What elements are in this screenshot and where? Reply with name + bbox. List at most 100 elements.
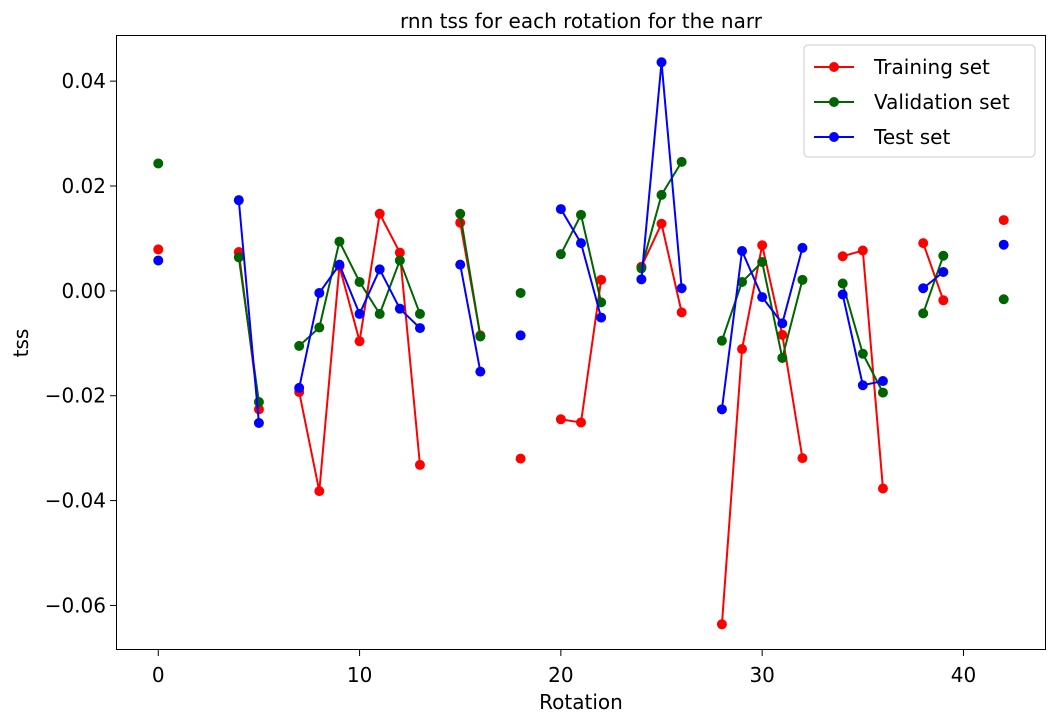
data-point bbox=[153, 158, 164, 169]
data-point bbox=[737, 276, 748, 287]
data-point bbox=[153, 244, 164, 255]
y-tick-label: −0.06 bbox=[45, 593, 106, 617]
data-point bbox=[938, 295, 949, 306]
y-axis-label: tss bbox=[9, 329, 33, 358]
legend-item: Training set bbox=[814, 55, 990, 79]
series-line-segment bbox=[459, 213, 482, 337]
x-tick-label: 20 bbox=[548, 663, 573, 687]
data-point bbox=[716, 619, 727, 630]
data-point bbox=[797, 242, 808, 253]
legend-label: Training set bbox=[873, 55, 990, 79]
data-point bbox=[455, 208, 466, 219]
data-point bbox=[374, 308, 385, 319]
data-point bbox=[777, 352, 788, 363]
data-point bbox=[676, 307, 687, 318]
data-point bbox=[414, 323, 425, 334]
data-point bbox=[998, 215, 1009, 226]
data-point bbox=[857, 380, 868, 391]
data-point bbox=[374, 264, 385, 275]
y-tick-label: 0.02 bbox=[61, 174, 106, 198]
data-point bbox=[877, 387, 888, 398]
legend-box bbox=[803, 44, 1036, 158]
y-tick-label: −0.02 bbox=[45, 384, 106, 408]
data-point bbox=[857, 348, 868, 359]
data-point bbox=[636, 274, 647, 285]
data-point bbox=[475, 366, 486, 377]
data-point bbox=[938, 250, 949, 261]
series-test-set bbox=[153, 57, 1009, 428]
data-point bbox=[998, 294, 1009, 305]
data-point bbox=[797, 453, 808, 464]
legend-label: Validation set bbox=[874, 90, 1010, 114]
data-point bbox=[394, 255, 405, 266]
data-point bbox=[938, 266, 949, 277]
x-axis-label: Rotation bbox=[539, 690, 623, 714]
data-point bbox=[253, 397, 264, 408]
data-point bbox=[656, 57, 667, 68]
data-point bbox=[576, 238, 586, 249]
data-point bbox=[676, 283, 687, 294]
data-point bbox=[716, 404, 727, 415]
series-training-set bbox=[153, 208, 1009, 630]
data-point bbox=[414, 459, 425, 470]
data-point bbox=[354, 308, 365, 319]
data-point bbox=[857, 245, 868, 256]
data-point bbox=[555, 249, 566, 260]
data-point bbox=[837, 289, 848, 300]
legend-marker bbox=[829, 97, 839, 107]
series-line-segment bbox=[842, 249, 884, 489]
data-point bbox=[737, 246, 748, 257]
data-point bbox=[233, 195, 244, 206]
legend-marker bbox=[829, 62, 839, 72]
data-point bbox=[656, 189, 667, 200]
series-line-segment bbox=[237, 200, 260, 424]
series-line-segment bbox=[922, 242, 945, 301]
data-point bbox=[737, 344, 748, 355]
data-point bbox=[153, 255, 164, 266]
data-point bbox=[394, 303, 405, 314]
series-line-segment bbox=[640, 220, 683, 313]
data-point bbox=[797, 274, 808, 285]
data-point bbox=[636, 263, 647, 274]
data-point bbox=[998, 239, 1009, 250]
data-point bbox=[555, 414, 566, 425]
series-line-segment bbox=[560, 208, 603, 318]
data-point bbox=[716, 335, 727, 346]
data-point bbox=[918, 238, 929, 249]
y-axis: −0.06 −0.04 −0.02 0.00 0.02 0.04 bbox=[45, 69, 116, 617]
data-point bbox=[757, 240, 768, 251]
data-point bbox=[596, 312, 607, 323]
series-line-segment bbox=[459, 264, 482, 372]
data-point bbox=[374, 208, 385, 219]
x-axis: 0 10 20 30 40 bbox=[152, 650, 976, 687]
data-point bbox=[656, 218, 667, 229]
y-tick-label: 0.00 bbox=[61, 279, 106, 303]
data-point bbox=[877, 376, 888, 387]
x-tick-label: 30 bbox=[749, 663, 774, 687]
data-point bbox=[676, 156, 687, 167]
data-point bbox=[777, 318, 788, 329]
series-line-segment bbox=[560, 279, 603, 424]
legend: Training set Validation set Test set bbox=[803, 44, 1036, 158]
y-tick-label: 0.04 bbox=[61, 69, 106, 93]
data-point bbox=[515, 287, 526, 298]
data-point bbox=[314, 486, 325, 497]
data-point bbox=[414, 308, 425, 319]
legend-label: Test set bbox=[873, 125, 950, 149]
data-point bbox=[314, 287, 325, 298]
data-point bbox=[837, 251, 848, 262]
data-point bbox=[253, 404, 264, 415]
series-validation-set bbox=[153, 156, 1009, 408]
data-point bbox=[576, 209, 586, 220]
x-tick-label: 10 bbox=[347, 663, 372, 687]
y-tick-label: −0.04 bbox=[45, 489, 106, 513]
data-point bbox=[233, 252, 244, 263]
data-point bbox=[877, 483, 888, 494]
data-point bbox=[334, 259, 345, 270]
data-point bbox=[253, 417, 264, 428]
data-point bbox=[354, 276, 365, 287]
plot-frame bbox=[116, 35, 1046, 650]
legend-marker bbox=[829, 132, 839, 142]
legend-item: Test set bbox=[814, 125, 950, 149]
data-point bbox=[354, 336, 365, 347]
